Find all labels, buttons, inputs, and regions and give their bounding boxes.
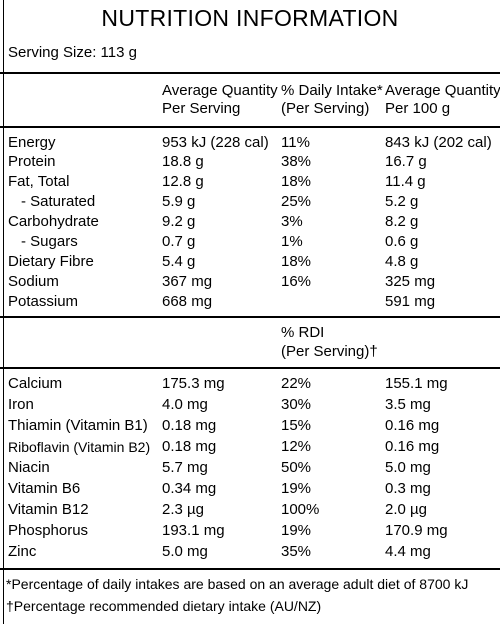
row-label: Fat, Total (8, 173, 70, 190)
row-per-100g: 0.16 mg (385, 438, 440, 455)
row-per-100g: 843 kJ (202 cal) (385, 134, 492, 151)
panel-title: NUTRITION INFORMATION (101, 5, 399, 31)
row-per-serving: 18.8 g (162, 153, 204, 170)
row-daily: 1% (281, 233, 303, 250)
row-per-100g: 591 mg (385, 293, 436, 310)
row-rdi: 22% (281, 375, 312, 392)
row-per-100g: 5.0 mg (385, 459, 431, 476)
row-per-100g: 2.0 µg (385, 501, 428, 518)
row-per-100g: 0.3 mg (385, 480, 431, 497)
row-rdi: 100% (281, 501, 320, 518)
row-label: Thiamin (Vitamin B1) (8, 417, 148, 434)
row-per-serving: 2.3 µg (162, 501, 205, 518)
row-daily: 38% (281, 153, 312, 170)
row-daily: 25% (281, 193, 312, 210)
row-per-100g: 11.4 g (385, 173, 426, 190)
rule-top (0, 72, 500, 74)
row-rdi: 19% (281, 480, 312, 497)
footnote-rdi: †Percentage recommended dietary intake (… (6, 598, 322, 614)
row-per-100g: 3.5 mg (385, 396, 431, 413)
row-daily: 11% (281, 134, 310, 151)
row-label: Vitamin B12 (8, 501, 89, 518)
row-label: Potassium (8, 293, 79, 310)
row-rdi: 19% (281, 522, 312, 539)
rule-header (0, 126, 500, 128)
row-per-100g: 4.8 g (385, 253, 419, 270)
row-daily: 16% (281, 273, 312, 290)
row-per-serving: 953 kJ (228 cal) (162, 134, 269, 151)
row-label: Riboflavin (Vitamin B2) (8, 439, 151, 455)
header-daily-line1: % Daily Intake* (281, 82, 383, 99)
row-label: Energy (8, 134, 56, 151)
row-label: Sodium (8, 273, 59, 290)
row-label: Protein (8, 153, 56, 170)
row-rdi: 50% (281, 459, 312, 476)
row-per-serving: 5.9 g (162, 193, 196, 210)
header-daily-line2: (Per Serving) (281, 100, 370, 117)
row-per-serving: 193.1 mg (162, 522, 225, 539)
row-per-100g: 0.6 g (385, 233, 419, 250)
row-per-100g: 5.2 g (385, 193, 419, 210)
row-label: Zinc (8, 543, 37, 560)
row-rdi: 15% (281, 417, 312, 434)
row-per-serving: 0.34 mg (162, 480, 217, 497)
row-per-100g: 155.1 mg (385, 375, 448, 392)
row-label: Carbohydrate (8, 213, 99, 230)
row-per-serving: 668 mg (162, 293, 213, 310)
row-per-serving: 0.18 mg (162, 438, 217, 455)
rdi-header-line2: (Per Serving)† (281, 343, 378, 360)
header-avg-serving-line1: Average Quantity (162, 82, 278, 99)
header-avg-100-line2: Per 100 g (385, 100, 451, 117)
row-per-serving: 12.8 g (162, 173, 204, 190)
row-per-100g: 8.2 g (385, 213, 419, 230)
row-label: - Saturated (21, 193, 96, 210)
row-per-serving: 9.2 g (162, 213, 196, 230)
row-rdi: 30% (281, 396, 312, 413)
row-per-serving: 5.4 g (162, 253, 196, 270)
row-daily: 18% (281, 253, 312, 270)
serving-size: Serving Size: 113 g (8, 44, 137, 61)
row-per-serving: 5.0 mg (162, 543, 208, 560)
row-per-serving: 175.3 mg (162, 375, 225, 392)
row-label: Vitamin B6 (8, 480, 81, 497)
row-per-100g: 4.4 mg (385, 543, 431, 560)
rule-mid (0, 316, 500, 318)
row-per-serving: 367 mg (162, 273, 213, 290)
row-per-100g: 0.16 mg (385, 417, 440, 434)
rule-bottom (0, 568, 500, 570)
row-per-100g: 16.7 g (385, 153, 427, 170)
row-per-100g: 325 mg (385, 273, 436, 290)
row-per-serving: 5.7 mg (162, 459, 208, 476)
row-daily: 18% (281, 173, 312, 190)
row-label: Calcium (8, 375, 63, 392)
row-per-serving: 0.18 mg (162, 417, 217, 434)
row-daily: 3% (281, 213, 303, 230)
header-avg-100-line1: Average Quantity (385, 82, 500, 99)
row-label: - Sugars (21, 233, 78, 250)
rdi-header-line1: % RDI (281, 324, 325, 341)
row-label: Dietary Fibre (8, 253, 94, 270)
row-label: Iron (8, 396, 34, 413)
row-per-serving: 0.7 g (162, 233, 196, 250)
footnote-daily-intake: *Percentage of daily intakes are based o… (6, 576, 469, 592)
row-per-100g: 170.9 mg (385, 522, 448, 539)
row-label: Phosphorus (8, 522, 89, 539)
row-per-serving: 4.0 mg (162, 396, 208, 413)
left-border (3, 0, 4, 624)
rule-rdi (0, 367, 500, 369)
row-rdi: 12% (281, 438, 312, 455)
row-label: Niacin (8, 459, 50, 476)
row-rdi: 35% (281, 543, 312, 560)
header-avg-serving-line2: Per Serving (162, 100, 241, 117)
